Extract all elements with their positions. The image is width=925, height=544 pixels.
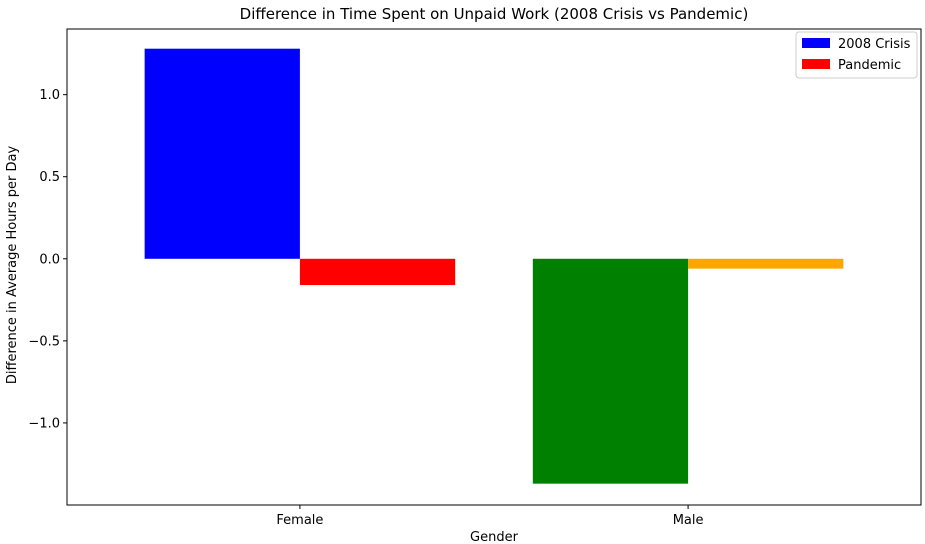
bar-pandemic-male [688,258,844,269]
bar-2008-crisis-female [144,48,300,259]
y-tick-label: −0.5 [28,334,60,349]
y-tick-label: 1.0 [39,88,60,103]
legend: 2008 Crisis Pandemic [795,31,918,79]
legend-label-2008-crisis: 2008 Crisis [838,37,911,52]
bar-2008-crisis-male [532,258,689,484]
x-ticks-group: Female Male [276,505,703,528]
y-tick-label: −1.0 [28,416,60,431]
x-tick-label: Female [276,513,323,528]
chart-title: Difference in Time Spent on Unpaid Work … [240,5,749,23]
y-ticks-group: −1.0 −0.5 0.0 0.5 1.0 [28,88,67,431]
bars-group [144,48,844,484]
legend-swatch-pandemic [802,59,830,69]
x-tick-label: Male [673,513,704,528]
legend-label-pandemic: Pandemic [838,58,901,73]
axes-frame [66,28,922,506]
legend-swatch-2008-crisis [802,38,830,48]
y-axis-label: Difference in Average Hours per Day [5,146,20,385]
y-tick-label: 0.5 [39,170,60,185]
x-axis-label: Gender [470,530,519,544]
bar-pandemic-female [299,258,456,286]
y-tick-label: 0.0 [39,252,60,267]
